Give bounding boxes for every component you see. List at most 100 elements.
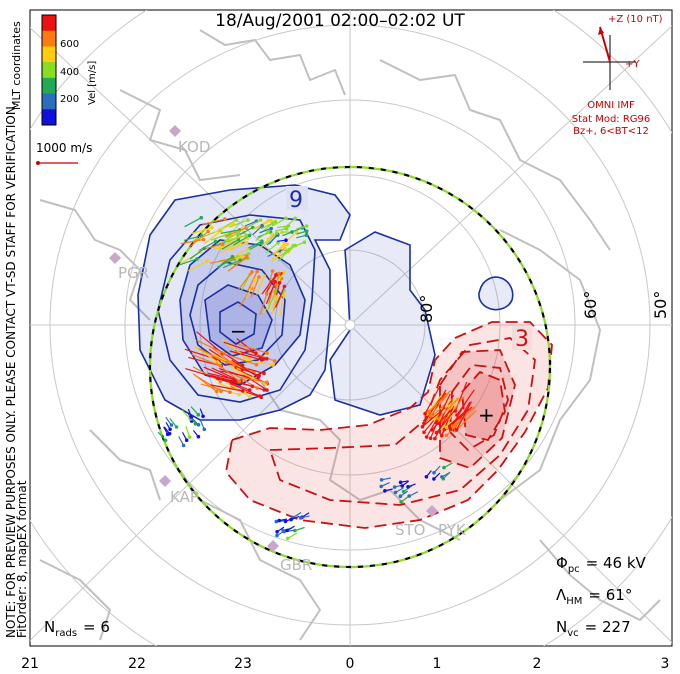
velocity-vector	[220, 378, 253, 387]
velocity-vector	[271, 248, 286, 263]
velocity-vector-origin	[206, 229, 210, 234]
velocity-vector	[225, 342, 250, 360]
velocity-vector	[234, 349, 267, 360]
imf-clock: +Z (10 nT) +Y OMNI IMF Stat Mod: RG96 Bz…	[572, 14, 663, 137]
velocity-vector-origin	[454, 428, 459, 432]
velocity-vector-origin	[270, 269, 275, 273]
coastline-north	[199, 29, 346, 96]
velocity-vector-origin	[448, 427, 453, 431]
coastline-east	[499, 229, 601, 501]
velocity-vector-origin	[259, 358, 264, 362]
velocity-vector	[259, 227, 272, 234]
velocity-vector-origin	[420, 424, 425, 429]
velocity-vector-origin	[269, 226, 274, 231]
velocity-vector-origin	[400, 484, 405, 488]
velocity-vector-origin	[257, 275, 261, 279]
velocity-vector-origin	[254, 362, 259, 367]
nvc-symbol: N	[556, 618, 567, 636]
colorbar-swatch	[42, 46, 56, 63]
preview-note: NOTE: FOR PREVIEW PURPOSES ONLY. PLEASE …	[4, 102, 18, 638]
velocity-vector	[249, 242, 263, 251]
velocity-vector	[252, 225, 263, 236]
velocity-vector-origin	[237, 392, 241, 397]
velocity-vector-origin	[304, 233, 309, 237]
colorbar-swatch	[42, 62, 56, 79]
velocity-vector-origin	[440, 475, 444, 479]
mlt-label-1: 1	[433, 656, 442, 672]
velocity-vector-origin	[181, 443, 186, 448]
velocity-vector-origin	[244, 240, 249, 245]
velocity-vector-origin	[254, 351, 258, 356]
contour-pos-1	[225, 321, 553, 529]
velocity-vector	[446, 395, 465, 420]
velocity-vector	[261, 274, 277, 295]
contour-neg-5	[204, 284, 273, 357]
velocity-vector	[248, 240, 263, 249]
colorbar-swatch	[42, 77, 56, 95]
velocity-vector-origin	[450, 424, 455, 428]
velocity-vector	[231, 359, 259, 378]
velocity-vector-origin	[247, 357, 252, 361]
coastline-southeast	[539, 539, 661, 621]
velocity-vector	[184, 217, 202, 228]
velocity-vector	[437, 397, 460, 419]
velocity-vector	[217, 256, 233, 269]
velocity-vector	[216, 240, 239, 250]
velocity-vector-origin	[275, 533, 279, 538]
velocity-vector	[202, 218, 226, 225]
velocity-vector-origin	[248, 394, 252, 399]
velocity-vector	[236, 338, 264, 360]
velocity-vector	[456, 401, 473, 431]
station-marker-gbr	[267, 540, 279, 552]
velocity-vector-origin	[196, 434, 201, 439]
velocity-vector-origin	[195, 257, 199, 261]
contour-label-bg-pos	[512, 326, 532, 350]
velocity-vector-origin	[272, 359, 277, 363]
station-label-kod: KOD	[178, 138, 210, 156]
velocity-vector-origin	[250, 270, 254, 274]
velocity-vector-origin	[282, 293, 286, 298]
velocity-vector-origin	[429, 413, 433, 418]
mlt-label-22: 22	[128, 656, 146, 672]
velocity-vector-origin	[214, 389, 219, 394]
coastline-hudson	[89, 429, 161, 501]
velocity-vector-origin	[293, 216, 298, 221]
coords-label: MLT coordinates	[10, 21, 23, 110]
colorbar-tick-400: 400	[60, 67, 79, 78]
velocity-vector-origin	[284, 238, 288, 242]
velocity-vector-origin	[253, 278, 257, 282]
velocity-vector-origin	[277, 281, 282, 285]
velocity-vector-origin	[257, 373, 261, 378]
station-markers	[109, 125, 438, 552]
velocity-vector	[431, 406, 455, 431]
velocity-vector	[422, 407, 446, 428]
negative-cell-core	[180, 240, 305, 385]
velocity-vector-origin	[222, 351, 227, 356]
velocity-vectors	[157, 215, 477, 541]
velocity-vector-origin	[275, 530, 279, 534]
potential-min-marker: −	[230, 319, 247, 343]
velocity-vector	[220, 229, 240, 234]
velocity-vector-origin	[262, 274, 267, 278]
velocity-vector	[272, 217, 287, 227]
velocity-vector	[255, 231, 269, 241]
velocity-vector-origin	[274, 519, 279, 524]
velocity-vector-origin	[257, 394, 262, 398]
velocity-vector-origin	[293, 528, 297, 533]
velocity-vector-origin	[216, 376, 220, 381]
velocity-vector-origin	[202, 246, 207, 251]
velocity-vector-origin	[258, 218, 263, 222]
contour-neg-2	[157, 214, 316, 403]
velocity-vector-origin	[424, 435, 429, 439]
velocity-vector-origin	[250, 384, 255, 389]
velocity-vector	[266, 270, 274, 293]
velocity-vector-origin	[282, 241, 287, 246]
coastline-northeast	[379, 59, 611, 251]
velocity-vector	[238, 343, 268, 354]
velocity-vector-origin	[174, 425, 179, 429]
contour-neg-1c	[478, 276, 514, 311]
velocity-vector	[265, 242, 279, 254]
velocity-vector	[294, 241, 305, 247]
velocity-vector-origin	[406, 485, 410, 489]
velocity-vector-origin	[187, 435, 192, 439]
